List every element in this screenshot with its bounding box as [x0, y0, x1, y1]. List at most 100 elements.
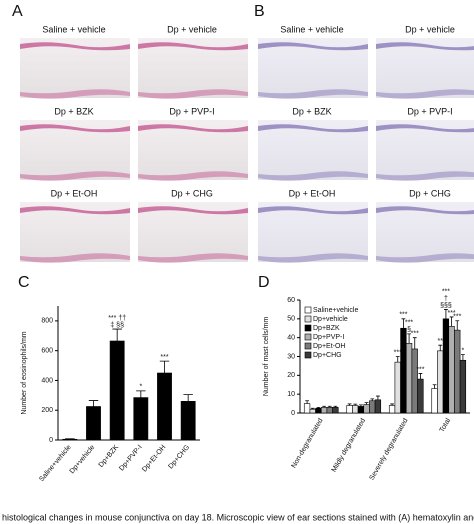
- legend-swatch: [304, 306, 312, 314]
- panel-label: B: [254, 3, 265, 20]
- bar: [315, 407, 322, 414]
- error-bar: [347, 403, 352, 406]
- error-bar: [364, 402, 369, 405]
- significance-note: †: [444, 295, 448, 302]
- y-axis-label: Number of mast cells/mm: [263, 317, 270, 397]
- x-tick-label: Dp+PVP-I: [118, 444, 144, 473]
- y-tick-label: 10: [287, 391, 295, 398]
- significance-note: ***: [416, 366, 424, 373]
- epidermis: [376, 124, 474, 133]
- significance-note: *: [139, 384, 142, 391]
- bar: [431, 388, 438, 414]
- epidermis: [376, 89, 474, 99]
- bar: [109, 340, 125, 441]
- epidermis: [258, 89, 368, 99]
- panel-label: D: [258, 274, 270, 291]
- image-label: Dp + vehicle: [167, 24, 217, 34]
- epidermis: [20, 171, 130, 181]
- y-tick-label: 60: [287, 297, 295, 304]
- y-tick-label: 200: [41, 407, 53, 414]
- x-tick-label: Severely degranulated: [368, 417, 409, 481]
- bar: [346, 405, 353, 414]
- bar: [448, 326, 455, 414]
- bar: [459, 359, 467, 414]
- epidermis: [20, 206, 130, 215]
- bar: [374, 399, 382, 414]
- y-tick-label: 0: [291, 410, 295, 417]
- legend-label: Dp+CHG: [313, 352, 342, 359]
- bar: [454, 329, 461, 414]
- error-bar: [159, 360, 170, 373]
- y-tick-label: 400: [41, 377, 53, 384]
- bar: [133, 397, 149, 441]
- epidermis: [138, 124, 248, 133]
- epidermis: [376, 171, 474, 181]
- bar: [442, 318, 450, 414]
- image-label: Dp + BZK: [54, 106, 93, 116]
- bar: [369, 400, 376, 414]
- error-bar: [183, 394, 193, 402]
- epidermis: [138, 206, 248, 215]
- legend-label: Dp+vehicle: [313, 316, 348, 323]
- epidermis: [376, 42, 474, 51]
- error-bar: [390, 403, 394, 406]
- bar: [62, 438, 78, 441]
- error-bar: [333, 405, 338, 408]
- y-tick-label: 800: [41, 318, 53, 325]
- bar: [400, 327, 407, 414]
- image-label: Saline + vehicle: [280, 24, 343, 34]
- error-bar: [322, 405, 326, 408]
- significance-note: **: [438, 338, 444, 345]
- bar: [352, 405, 359, 414]
- legend-label: Dp+Et-OH: [313, 343, 345, 350]
- significance-note: ***: [399, 312, 407, 319]
- bar: [437, 350, 444, 414]
- x-tick-label: Dp+vehicle: [69, 444, 97, 475]
- error-bar: [370, 398, 375, 401]
- y-tick-label: 0: [49, 437, 53, 444]
- epidermis: [138, 42, 248, 51]
- panel-label: A: [12, 3, 23, 20]
- bar: [388, 405, 396, 414]
- legend-swatch: [304, 333, 312, 341]
- bar: [180, 400, 196, 441]
- bar: [320, 407, 328, 414]
- epidermis: [20, 124, 130, 133]
- y-tick-label: 600: [41, 348, 53, 355]
- error-bar: [438, 344, 443, 351]
- epidermis: [258, 206, 368, 215]
- x-tick-label: Non-degranulated: [290, 417, 324, 469]
- bar: [309, 408, 316, 414]
- error-bar: [449, 316, 454, 327]
- epidermis: [138, 253, 248, 263]
- bar: [417, 378, 424, 414]
- significance-note: *** ††: [108, 315, 126, 322]
- bar: [326, 407, 333, 414]
- significance-note: ‡ §§: [110, 322, 124, 329]
- bar: [303, 403, 311, 414]
- y-axis-label: Number of eosinophils/mm: [21, 331, 28, 414]
- epidermis: [258, 171, 368, 181]
- epidermis: [376, 206, 474, 215]
- epidermis: [258, 42, 368, 51]
- legend-label: Dp+PVP-I: [313, 334, 344, 341]
- bar: [394, 361, 401, 414]
- legend-swatch: [304, 324, 312, 332]
- bar: [332, 407, 339, 414]
- legend-swatch: [304, 315, 312, 323]
- y-tick-label: 40: [287, 335, 295, 342]
- x-tick-label: Dp+Et-OH: [141, 444, 167, 473]
- x-tick-label: Dp+BZK: [98, 444, 121, 469]
- epidermis: [20, 253, 130, 263]
- error-bar: [112, 328, 122, 341]
- epidermis: [20, 89, 130, 99]
- error-bar: [353, 403, 358, 406]
- x-tick-label: Total: [439, 417, 453, 434]
- bar: [405, 343, 413, 414]
- epidermis: [258, 124, 368, 133]
- significance-note: §: [407, 327, 411, 334]
- epidermis: [138, 89, 248, 99]
- significance-note: ***: [442, 288, 450, 295]
- epidermis: [258, 253, 368, 263]
